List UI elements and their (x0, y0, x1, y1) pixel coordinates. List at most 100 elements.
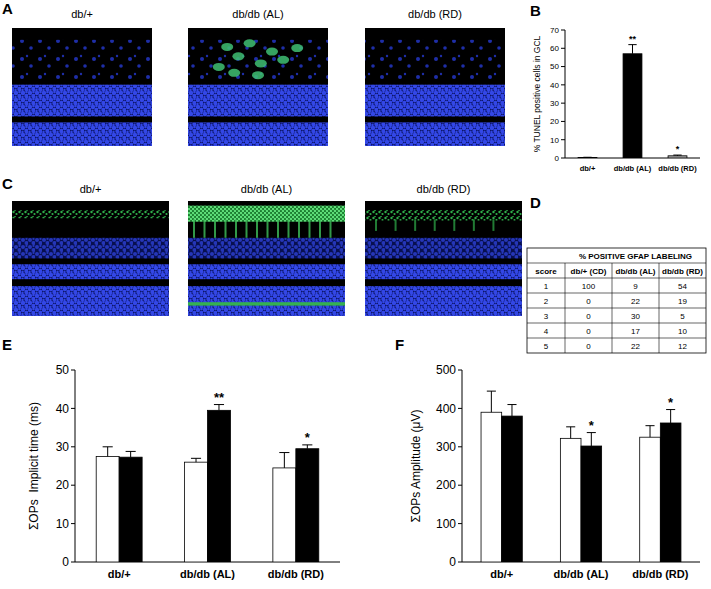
gfap-fiber (277, 219, 279, 237)
ipl-layer (12, 238, 169, 259)
y-tick (561, 139, 565, 140)
error-bar (666, 410, 675, 423)
y-tick (71, 446, 75, 447)
error-cap (487, 391, 496, 392)
ipl-layer (188, 238, 345, 259)
x-tick-label: db/db (AL) (180, 568, 235, 580)
y-tick (71, 562, 75, 563)
y-tick-label: 70 (550, 26, 559, 35)
table-cell: 0 (586, 342, 591, 351)
bar (119, 457, 142, 562)
error-bar (302, 445, 312, 449)
table-rule (565, 263, 566, 353)
panel-letter: D (530, 194, 541, 211)
y-tick (458, 408, 462, 409)
table-rule (527, 323, 706, 324)
inl-layer (12, 85, 152, 117)
tunel-cell (228, 69, 240, 77)
table-header: db/+ (CD) (571, 267, 607, 276)
error-bar (566, 427, 575, 439)
table-cell: 9 (633, 282, 638, 291)
error-cap (507, 404, 516, 405)
chart: 01020304050ΣOPs Implicit time (ms)db/+db… (27, 363, 340, 580)
gfap-layer (188, 206, 345, 222)
error-bar (587, 433, 596, 446)
panel-letter: F (395, 336, 404, 353)
y-tick-label: 400 (436, 402, 456, 416)
error-cap (583, 157, 591, 158)
x-tick-label: db/+ (580, 164, 596, 173)
y-tick (561, 103, 565, 104)
micrograph-bg (365, 28, 505, 146)
y-axis-label: ΣOPs Implicit time (ms) (27, 402, 41, 530)
micrograph-bg (12, 201, 169, 316)
onl-layer (188, 122, 328, 146)
y-tick (71, 485, 75, 486)
table-cell: 2 (544, 297, 549, 306)
y-tick (458, 446, 462, 447)
table-cell: 0 (586, 312, 591, 321)
micrograph-bg (365, 201, 522, 316)
error-stem (218, 405, 219, 411)
table-cell: 22 (631, 297, 640, 306)
y-tick (458, 523, 462, 524)
tunel-cell (213, 63, 225, 71)
bar (273, 468, 296, 562)
x-tick-label: db/db (AL) (614, 164, 652, 173)
table-rule (612, 263, 613, 353)
table-rule (659, 263, 660, 353)
y-axis-label: ΣOPs Amplitude (μV) (409, 409, 423, 522)
marks (481, 391, 681, 562)
table-rule (527, 263, 706, 264)
table-cell: 1 (544, 282, 549, 291)
chart: 0100200300400500ΣOPs Amplitude (μV)db/+d… (409, 363, 700, 580)
error-bar (214, 405, 224, 411)
error-cap (103, 446, 113, 447)
panel-letter: B (530, 2, 541, 19)
error-bar (487, 391, 496, 412)
micrograph-bg (12, 28, 152, 146)
gfap-fiber (319, 219, 321, 237)
y-tick (561, 121, 565, 122)
onl-layer (365, 122, 505, 146)
gfap-line (188, 302, 345, 305)
panel-letter: C (2, 175, 13, 192)
error-bar (628, 45, 636, 54)
gcl-layer (12, 40, 152, 81)
y-tick-label: 30 (550, 99, 559, 108)
gfap-fiber (246, 219, 248, 237)
error-bar (279, 453, 289, 468)
table-cell: 100 (582, 282, 596, 291)
error-stem (491, 391, 492, 412)
table-cell: 4 (544, 327, 549, 336)
micrograph-panel: db/+db/db (AL)db/db (RD) (12, 8, 505, 146)
bar (296, 449, 319, 562)
y-tick-label: 100 (436, 517, 456, 531)
gfap-fiber (395, 219, 397, 231)
y-tick-label: 50 (550, 62, 559, 71)
gfap-fiber (267, 219, 269, 237)
error-bar (126, 451, 136, 457)
table: % POSITIVE GFAP LABELINGscore12345db/+ (… (527, 248, 706, 353)
onl-layer (12, 286, 169, 316)
y-tick (561, 48, 565, 49)
y-tick-label: 40 (56, 402, 70, 416)
micrograph-panel: db/+db/db (AL)db/db (RD) (12, 183, 522, 316)
image-title: db/db (RD) (408, 8, 462, 20)
y-axis-label: % TUNEL positive cells in GCL (532, 35, 542, 152)
table-rule (527, 338, 706, 339)
table-cell: 19 (678, 297, 687, 306)
gfap-layer (365, 209, 522, 221)
error-bar (673, 155, 681, 157)
ipl-layer (365, 238, 522, 259)
onl-layer (188, 286, 345, 316)
error-cap (673, 155, 681, 156)
inl-layer (12, 264, 169, 279)
table-cell: 12 (678, 342, 687, 351)
gfap-fiber (492, 219, 494, 231)
significance: * (668, 395, 674, 410)
error-stem (130, 451, 131, 457)
bar (660, 423, 681, 562)
x-tick-label: db/+ (490, 568, 513, 580)
image-title: db/db (RD) (417, 183, 471, 195)
